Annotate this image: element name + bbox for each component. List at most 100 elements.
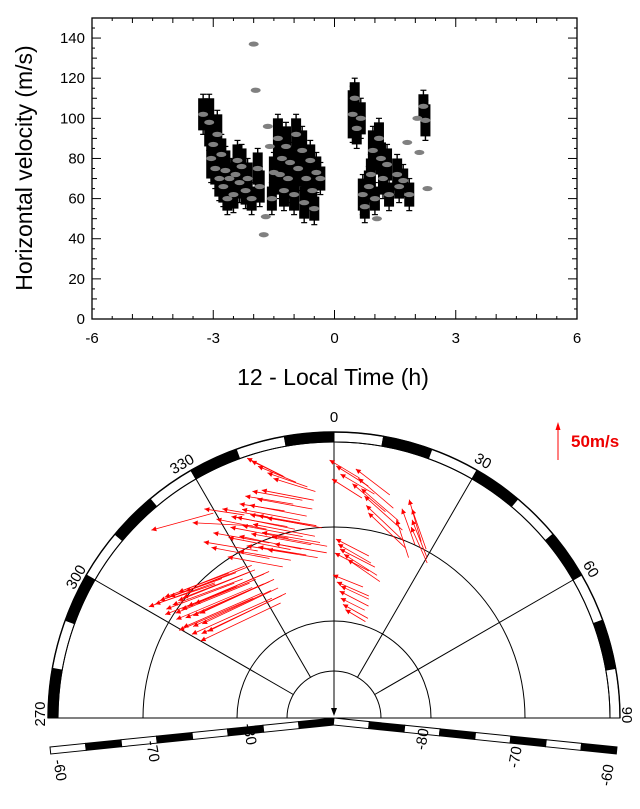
scatter-data	[198, 41, 433, 238]
wind-vector-head	[257, 465, 264, 471]
data-point	[198, 111, 209, 117]
wind-vector-head	[201, 629, 208, 634]
data-point	[285, 159, 296, 166]
data-point	[218, 183, 229, 190]
data-point	[204, 119, 215, 125]
wind-vector	[352, 483, 386, 513]
data-point	[246, 196, 257, 202]
wind-vector	[216, 518, 267, 530]
wind-vector-head	[231, 515, 237, 520]
data-point	[212, 131, 223, 137]
data-point	[373, 135, 384, 141]
wind-vector-head	[165, 610, 171, 616]
scale-arrow-head	[555, 422, 561, 430]
wind-vector-head	[185, 613, 192, 619]
center-pointer	[331, 708, 337, 716]
x-tick-label: 6	[573, 330, 581, 347]
angle-label: 0	[330, 409, 338, 426]
lat-label-right: -60	[597, 763, 618, 787]
y-tick-label: 140	[60, 30, 85, 47]
wind-vector-head	[148, 602, 155, 608]
wind-vector-head	[236, 515, 243, 521]
frame-segment	[544, 533, 583, 581]
wind-vector	[249, 504, 307, 517]
wind-vector	[230, 526, 289, 539]
wind-vector-head	[230, 525, 236, 531]
wind-vector-head	[204, 507, 210, 513]
data-point	[276, 155, 287, 162]
data-point	[214, 175, 225, 182]
wind-vector-head	[272, 534, 278, 540]
wind-vector-head	[361, 488, 367, 494]
data-point	[412, 115, 423, 121]
lat-label-left: -70	[142, 739, 163, 763]
y-tick-label: 40	[68, 231, 85, 248]
wind-vector	[238, 550, 291, 561]
wind-vector	[266, 517, 323, 529]
frame-segment	[510, 498, 554, 542]
wind-vector-head	[251, 460, 258, 466]
data-point	[359, 204, 370, 210]
wind-vector	[227, 556, 283, 568]
wind-vector	[267, 472, 308, 488]
polar-grid	[48, 432, 620, 719]
wind-vector-head	[339, 549, 346, 554]
data-point	[305, 157, 316, 164]
wind-vector-head	[178, 596, 184, 602]
frame-segment	[114, 498, 158, 542]
data-point	[307, 187, 318, 194]
wind-vector-head	[239, 534, 245, 540]
wind-vector	[340, 585, 370, 600]
data-point	[398, 177, 409, 184]
wind-vector-head	[344, 554, 350, 560]
data-point	[363, 183, 374, 190]
wind-vector	[411, 519, 428, 558]
data-point	[394, 183, 405, 190]
frame-segment	[283, 431, 335, 447]
data-point	[365, 171, 376, 178]
lat-label-left: -80	[239, 722, 260, 746]
data-point	[375, 155, 386, 162]
wind-vector-head	[193, 611, 199, 616]
frame-segment	[605, 667, 621, 719]
wind-vector-head	[401, 508, 407, 515]
wind-vector	[261, 532, 321, 543]
wind-vector	[241, 508, 301, 521]
wind-vector-head	[408, 499, 413, 506]
wind-vector	[339, 548, 376, 568]
wind-vector-head	[329, 460, 336, 465]
wind-vector-head	[228, 536, 234, 541]
wind-vector	[361, 488, 399, 521]
frame-bar-left	[49, 742, 87, 755]
frame-segment	[572, 574, 604, 625]
wind-vector	[182, 569, 256, 599]
data-point	[357, 191, 368, 198]
frame-segment	[427, 448, 478, 480]
data-point	[291, 131, 302, 137]
data-point	[248, 41, 259, 47]
wind-vector-head	[246, 544, 253, 550]
wind-vector-head	[170, 592, 176, 598]
wind-vector-head	[411, 519, 417, 526]
wind-vector	[257, 498, 313, 510]
wind-vector	[192, 522, 253, 527]
scale-label: 50m/s	[571, 432, 619, 451]
scatter-ticks	[91, 17, 578, 320]
data-point	[260, 214, 271, 220]
meridian	[374, 574, 582, 695]
frame-bar-left	[297, 717, 336, 730]
frame-bar-left	[262, 721, 300, 733]
wind-vector-head	[195, 599, 201, 604]
data-point	[278, 187, 289, 194]
wind-vector-head	[181, 605, 188, 610]
angle-label: 60	[579, 558, 602, 581]
wind-vectors	[148, 457, 428, 642]
meridian	[86, 574, 294, 695]
wind-vector-head	[252, 489, 258, 495]
wind-vector	[211, 547, 270, 559]
wind-vector	[396, 519, 409, 558]
data-point	[349, 95, 360, 101]
wind-vector-head	[222, 507, 228, 513]
angle-label: 270	[32, 701, 49, 726]
